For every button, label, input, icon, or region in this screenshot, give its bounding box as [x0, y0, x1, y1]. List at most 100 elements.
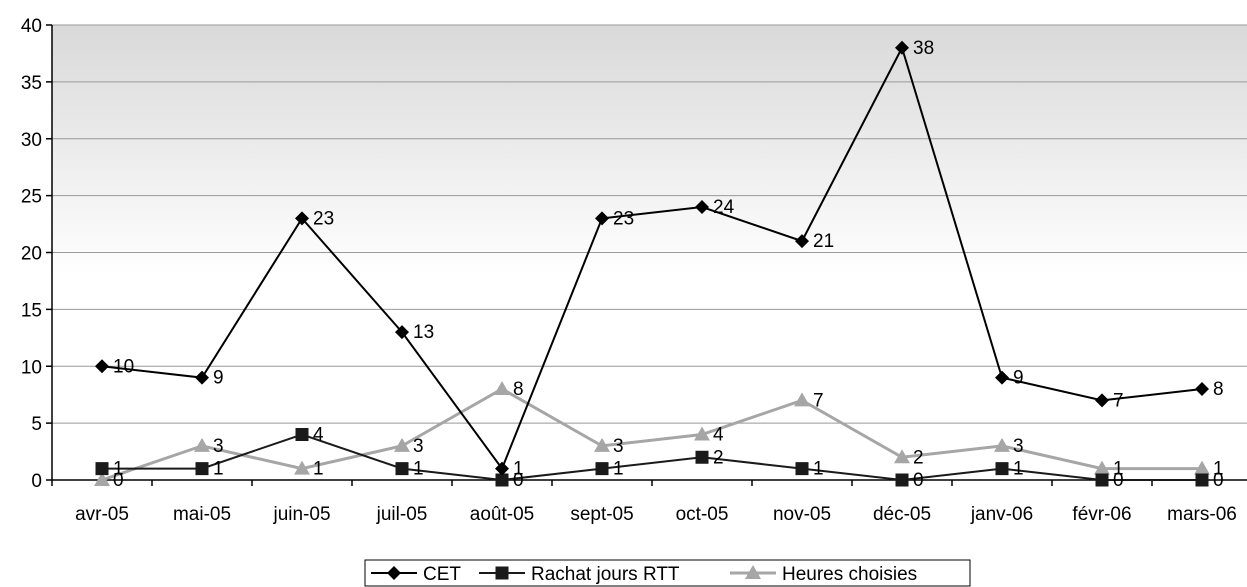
data-point-heures-choisies — [694, 426, 710, 441]
data-point-heures-choisies — [94, 472, 110, 486]
legend-label-heures-choisies: Heures choisies — [782, 564, 917, 585]
data-label-heures-choisies: 0 — [113, 470, 124, 491]
data-label-rachat-jours-rtt: 0 — [513, 470, 524, 491]
data-point-rachat-jours-rtt — [295, 428, 309, 441]
data-label-rachat-jours-rtt: 2 — [713, 447, 724, 468]
data-point-cet — [995, 370, 1009, 385]
data-label-heures-choisies: 2 — [913, 447, 924, 468]
data-point-cet — [895, 40, 909, 55]
x-tick-label: févr-06 — [1072, 504, 1131, 525]
data-point-rachat-jours-rtt — [995, 462, 1009, 476]
data-label-heures-choisies: 1 — [1213, 459, 1224, 480]
data-point-rachat-jours-rtt — [595, 462, 609, 476]
data-label-cet: 13 — [413, 322, 434, 343]
x-tick-label: janv-06 — [970, 504, 1033, 525]
y-tick-label: 25 — [21, 187, 42, 208]
data-point-heures-choisies — [794, 392, 810, 407]
y-tick-label: 30 — [21, 130, 42, 151]
data-point-cet — [695, 200, 709, 214]
data-label-rachat-jours-rtt: 0 — [1113, 470, 1124, 491]
data-label-cet: 9 — [213, 368, 224, 389]
series-group — [94, 40, 1210, 487]
data-label-heures-choisies: 1 — [1113, 459, 1124, 480]
data-label-cet: 7 — [1113, 390, 1124, 411]
data-point-rachat-jours-rtt — [95, 462, 109, 476]
series-line-cet — [101, 45, 1203, 471]
data-label-heures-choisies: 4 — [713, 425, 724, 446]
data-label-heures-choisies: 3 — [413, 436, 424, 457]
data-point-heures-choisies — [1194, 460, 1210, 475]
data-label-cet: 21 — [813, 231, 834, 252]
data-label-cet: 1 — [513, 459, 524, 480]
legend-marker-rachat-jours-rtt — [495, 566, 509, 580]
x-tick-label: mai-05 — [173, 504, 231, 525]
data-label-rachat-jours-rtt: 1 — [413, 459, 424, 480]
data-point-cet — [195, 370, 209, 385]
data-point-cet — [1195, 382, 1209, 396]
data-label-heures-choisies: 3 — [613, 436, 624, 457]
data-point-heures-choisies — [194, 437, 210, 452]
data-label-rachat-jours-rtt: 1 — [613, 459, 624, 480]
data-point-rachat-jours-rtt — [195, 462, 209, 476]
legend-label-rachat-jours-rtt: Rachat jours RTT — [531, 564, 680, 585]
data-point-rachat-jours-rtt — [1195, 473, 1209, 487]
legend-marker-cet — [387, 566, 401, 580]
data-label-cet: 38 — [913, 38, 934, 59]
legend-marker-heures-choisies — [745, 565, 761, 579]
data-label-heures-choisies: 1 — [313, 459, 324, 480]
data-point-cet — [495, 461, 509, 476]
data-point-rachat-jours-rtt — [1095, 473, 1109, 487]
data-point-heures-choisies — [994, 437, 1010, 452]
data-point-cet — [95, 359, 109, 374]
x-tick-label: déc-05 — [873, 504, 931, 525]
y-tick-label: 0 — [31, 471, 42, 492]
data-label-heures-choisies: 3 — [1013, 436, 1024, 457]
data-label-rachat-jours-rtt: 1 — [213, 459, 224, 480]
x-tick-label: oct-05 — [676, 504, 729, 525]
x-tick-label: juil-05 — [376, 504, 428, 525]
data-point-heures-choisies — [294, 460, 310, 475]
x-tick-label: août-05 — [470, 504, 534, 525]
x-tick-label: nov-05 — [773, 504, 831, 525]
data-point-cet — [595, 211, 609, 226]
data-point-rachat-jours-rtt — [395, 462, 409, 476]
x-tick-label: sept-05 — [570, 504, 633, 525]
data-label-cet: 10 — [113, 356, 134, 377]
y-tick-label: 35 — [21, 73, 42, 94]
x-tick-label: avr-05 — [75, 504, 129, 525]
legend-label-cet: CET — [423, 564, 461, 585]
data-label-heures-choisies: 3 — [213, 436, 224, 457]
data-point-heures-choisies — [394, 437, 410, 452]
data-point-cet — [295, 211, 309, 226]
data-point-rachat-jours-rtt — [695, 450, 709, 464]
y-tick-label: 10 — [21, 357, 42, 378]
data-label-heures-choisies: 8 — [513, 379, 524, 400]
data-label-heures-choisies: 7 — [813, 390, 824, 411]
y-tick-label: 15 — [21, 300, 42, 321]
data-label-rachat-jours-rtt: 0 — [913, 470, 924, 491]
data-label-cet: 8 — [1213, 379, 1224, 400]
data-point-rachat-jours-rtt — [895, 473, 909, 487]
data-label-cet: 23 — [613, 208, 634, 229]
y-tick-label: 5 — [31, 414, 42, 435]
data-label-cet: 23 — [313, 208, 334, 229]
data-label-rachat-jours-rtt: 0 — [1213, 470, 1224, 491]
data-point-cet — [395, 325, 409, 340]
data-point-heures-choisies — [1094, 460, 1110, 475]
data-point-heures-choisies — [494, 381, 510, 395]
series-line-rachat-jours-rtt — [102, 433, 1202, 482]
x-tick-label: juin-05 — [272, 504, 330, 525]
data-label-rachat-jours-rtt: 1 — [813, 459, 824, 480]
x-tick-label: mars-06 — [1167, 504, 1237, 525]
data-label-cet: 24 — [713, 197, 735, 218]
legend-box — [364, 559, 971, 587]
y-tick-label: 20 — [21, 244, 42, 265]
data-point-rachat-jours-rtt — [495, 473, 509, 487]
data-point-rachat-jours-rtt — [795, 462, 809, 476]
data-label-rachat-jours-rtt: 4 — [313, 425, 324, 446]
legend: CET Rachat jours RTT Heures choisies — [364, 559, 971, 587]
data-point-cet — [1095, 393, 1109, 408]
